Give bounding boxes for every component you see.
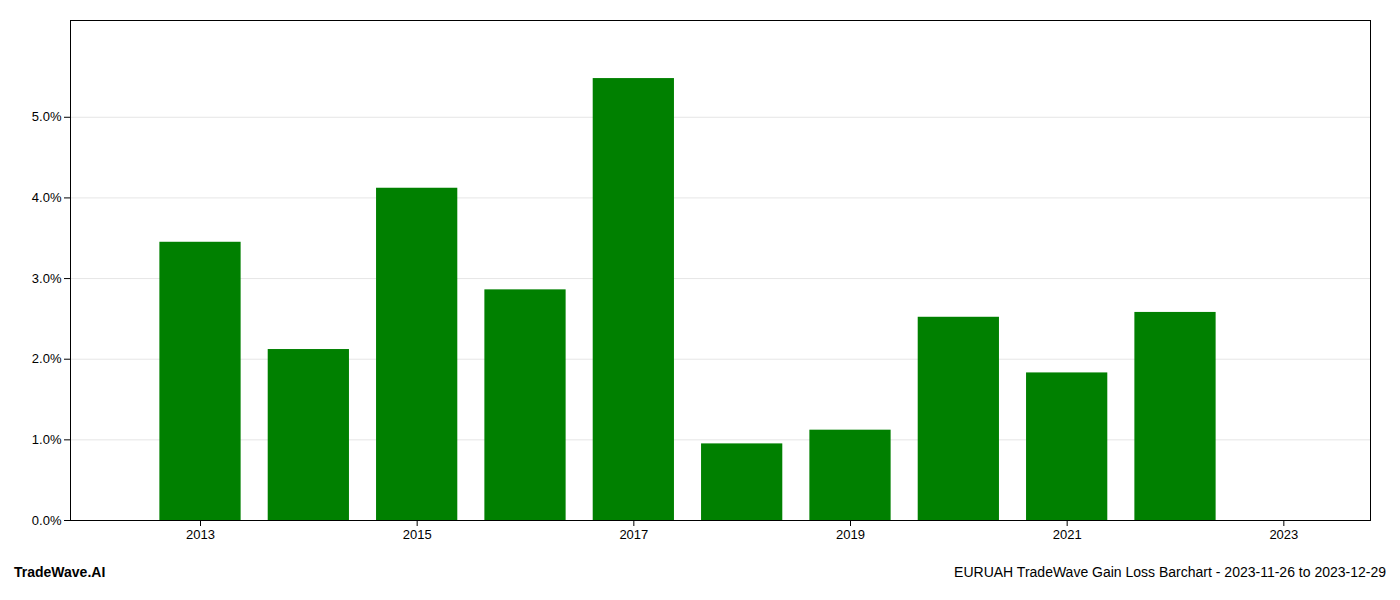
svg-text:5.0%: 5.0%: [32, 109, 62, 124]
svg-text:3.0%: 3.0%: [32, 271, 62, 286]
svg-text:2021: 2021: [1053, 527, 1082, 542]
svg-text:2023: 2023: [1269, 527, 1298, 542]
svg-text:2013: 2013: [186, 527, 215, 542]
svg-text:2.0%: 2.0%: [32, 351, 62, 366]
svg-text:4.0%: 4.0%: [32, 190, 62, 205]
svg-text:2015: 2015: [403, 527, 432, 542]
svg-text:2019: 2019: [836, 527, 865, 542]
svg-text:2017: 2017: [619, 527, 648, 542]
svg-text:0.0%: 0.0%: [32, 513, 62, 528]
html-text:TradeWave.AI: TradeWave.AI: [14, 564, 106, 580]
html-text:EURUAH TradeWave Gain Loss Bar: EURUAH TradeWave Gain Loss Barchart - 20…: [954, 564, 1386, 580]
svg-text:1.0%: 1.0%: [32, 432, 62, 447]
